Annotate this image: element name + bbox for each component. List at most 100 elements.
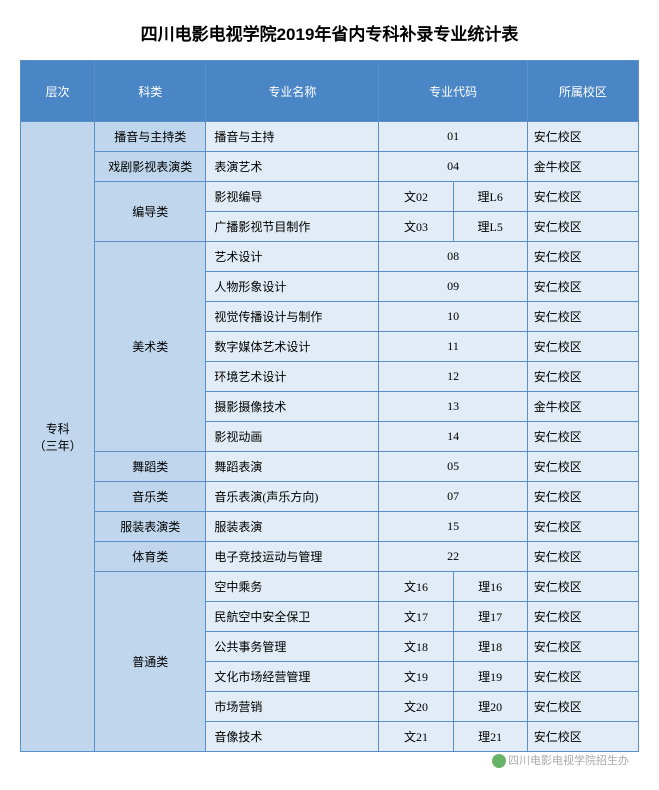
code-cell: 文19 [379,662,453,692]
code-cell: 理19 [453,662,527,692]
code-cell: 15 [379,512,527,542]
code-cell: 理17 [453,602,527,632]
campus-cell: 金牛校区 [527,152,638,182]
table-row: 音乐类 音乐表演(声乐方向) 07 安仁校区 [21,482,639,512]
th-level: 层次 [21,61,95,122]
major-cell: 公共事务管理 [206,632,379,662]
campus-cell: 安仁校区 [527,722,638,752]
watermark-text: 四川电影电视学院招生办 [508,755,629,767]
th-campus: 所属校区 [527,61,638,122]
code-cell: 13 [379,392,527,422]
code-cell: 07 [379,482,527,512]
campus-cell: 安仁校区 [527,182,638,212]
table-row: 戏剧影视表演类 表演艺术 04 金牛校区 [21,152,639,182]
major-cell: 民航空中安全保卫 [206,602,379,632]
major-cell: 音像技术 [206,722,379,752]
code-cell: 文02 [379,182,453,212]
major-cell: 视觉传播设计与制作 [206,302,379,332]
code-cell: 理L5 [453,212,527,242]
major-cell: 音乐表演(声乐方向) [206,482,379,512]
major-cell: 电子竞技运动与管理 [206,542,379,572]
code-cell: 文20 [379,692,453,722]
code-cell: 理L6 [453,182,527,212]
code-cell: 09 [379,272,527,302]
major-cell: 影视动画 [206,422,379,452]
major-cell: 空中乘务 [206,572,379,602]
table-row: 舞蹈类 舞蹈表演 05 安仁校区 [21,452,639,482]
major-cell: 播音与主持 [206,122,379,152]
campus-cell: 安仁校区 [527,482,638,512]
code-cell: 文21 [379,722,453,752]
table-row: 体育类 电子竞技运动与管理 22 安仁校区 [21,542,639,572]
th-code: 专业代码 [379,61,527,122]
category-cell: 音乐类 [95,482,206,512]
campus-cell: 安仁校区 [527,542,638,572]
code-cell: 文18 [379,632,453,662]
campus-cell: 安仁校区 [527,122,638,152]
major-cell: 舞蹈表演 [206,452,379,482]
code-cell: 理20 [453,692,527,722]
table-row: 编导类 影视编导 文02 理L6 安仁校区 [21,182,639,212]
code-cell: 文16 [379,572,453,602]
code-cell: 文03 [379,212,453,242]
campus-cell: 金牛校区 [527,392,638,422]
major-cell: 环境艺术设计 [206,362,379,392]
code-cell: 10 [379,302,527,332]
category-cell: 服装表演类 [95,512,206,542]
footer: 四川电影电视学院招生办 [20,750,639,770]
category-cell: 编导类 [95,182,206,242]
campus-cell: 安仁校区 [527,632,638,662]
th-major: 专业名称 [206,61,379,122]
code-cell: 01 [379,122,527,152]
code-cell: 14 [379,422,527,452]
category-cell: 播音与主持类 [95,122,206,152]
code-cell: 理16 [453,572,527,602]
code-cell: 文17 [379,602,453,632]
major-cell: 人物形象设计 [206,272,379,302]
campus-cell: 安仁校区 [527,602,638,632]
campus-cell: 安仁校区 [527,452,638,482]
campus-cell: 安仁校区 [527,212,638,242]
major-cell: 影视编导 [206,182,379,212]
major-cell: 数字媒体艺术设计 [206,332,379,362]
category-cell: 普通类 [95,572,206,752]
table-row: 服装表演类 服装表演 15 安仁校区 [21,512,639,542]
category-cell: 美术类 [95,242,206,452]
table-row: 美术类 艺术设计 08 安仁校区 [21,242,639,272]
code-cell: 12 [379,362,527,392]
campus-cell: 安仁校区 [527,572,638,602]
watermark: 四川电影电视学院招生办 [492,752,629,768]
campus-cell: 安仁校区 [527,692,638,722]
campus-cell: 安仁校区 [527,362,638,392]
campus-cell: 安仁校区 [527,422,638,452]
campus-cell: 安仁校区 [527,662,638,692]
code-cell: 08 [379,242,527,272]
code-cell: 理18 [453,632,527,662]
th-category: 科类 [95,61,206,122]
category-cell: 体育类 [95,542,206,572]
majors-table: 层次 科类 专业名称 专业代码 所属校区 专科 （三年） 播音与主持类 播音与主… [20,60,639,752]
category-cell: 舞蹈类 [95,452,206,482]
major-cell: 文化市场经营管理 [206,662,379,692]
table-row: 普通类 空中乘务 文16 理16 安仁校区 [21,572,639,602]
major-cell: 艺术设计 [206,242,379,272]
code-cell: 11 [379,332,527,362]
major-cell: 服装表演 [206,512,379,542]
level-cell: 专科 （三年） [21,122,95,752]
major-cell: 摄影摄像技术 [206,392,379,422]
major-cell: 表演艺术 [206,152,379,182]
code-cell: 22 [379,542,527,572]
campus-cell: 安仁校区 [527,242,638,272]
code-cell: 05 [379,452,527,482]
wechat-icon [492,754,506,768]
major-cell: 广播影视节目制作 [206,212,379,242]
page-title: 四川电影电视学院2019年省内专科补录专业统计表 [20,20,639,45]
code-cell: 理21 [453,722,527,752]
campus-cell: 安仁校区 [527,272,638,302]
category-cell: 戏剧影视表演类 [95,152,206,182]
campus-cell: 安仁校区 [527,332,638,362]
campus-cell: 安仁校区 [527,302,638,332]
table-header-row: 层次 科类 专业名称 专业代码 所属校区 [21,61,639,122]
major-cell: 市场营销 [206,692,379,722]
campus-cell: 安仁校区 [527,512,638,542]
